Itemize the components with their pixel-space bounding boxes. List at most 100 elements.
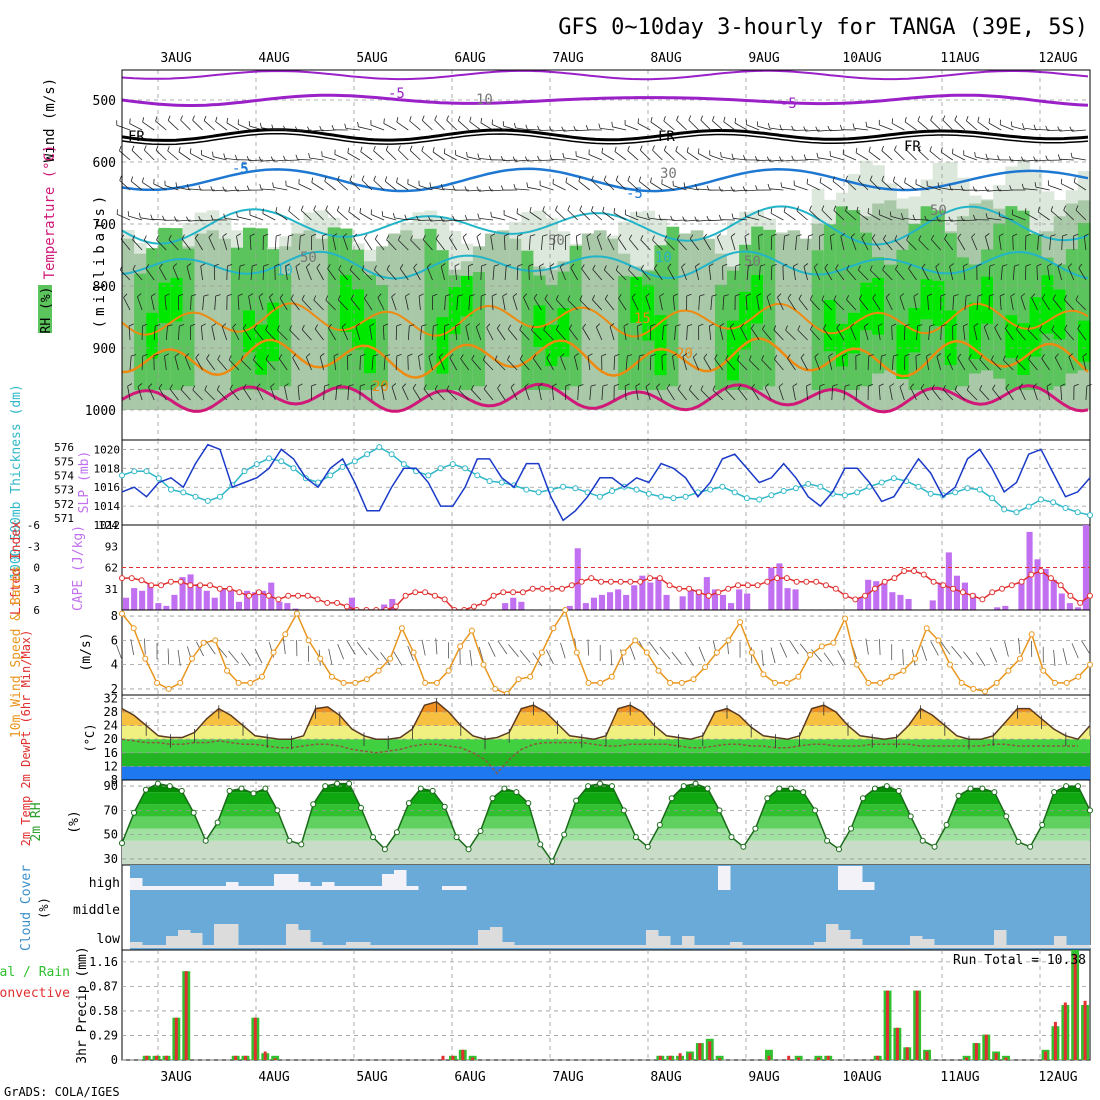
wind-barb-flag bbox=[155, 145, 159, 151]
wind-barb bbox=[944, 238, 954, 251]
precip-convective-bar bbox=[273, 1058, 277, 1060]
wind-barb bbox=[653, 268, 663, 281]
wind-barb bbox=[904, 121, 917, 131]
low-cloud-bar bbox=[334, 945, 347, 948]
wind-barb-flag bbox=[381, 383, 387, 387]
precip-convective-bar bbox=[263, 1051, 267, 1060]
wind-barb-flag bbox=[174, 353, 180, 357]
wind-barb bbox=[407, 355, 409, 371]
wind-barb-flag bbox=[994, 323, 999, 328]
wind-barb bbox=[904, 355, 906, 371]
day-label-top: 3AUG bbox=[160, 51, 191, 66]
wind-barb-flag bbox=[240, 355, 244, 361]
high-cloud-bar bbox=[454, 886, 467, 890]
wind-barb-flag bbox=[468, 263, 474, 267]
wind-barb-flag bbox=[1054, 353, 1059, 358]
wind-barb bbox=[586, 236, 591, 251]
rh2m-point bbox=[477, 828, 484, 834]
wind-barb-flag bbox=[948, 216, 952, 222]
slp-panel-frame bbox=[121, 439, 1091, 526]
thickness-point bbox=[878, 479, 885, 486]
wind-barb bbox=[240, 359, 252, 371]
wind-barb-flag bbox=[221, 323, 227, 328]
wind-barb-flag bbox=[324, 176, 327, 182]
wind-barb-flag bbox=[647, 213, 649, 219]
precip-convective-bar bbox=[174, 1017, 178, 1060]
wind-barb-flag bbox=[490, 233, 496, 237]
wind10-barb bbox=[469, 649, 473, 666]
wind-barb bbox=[823, 328, 833, 341]
low-cloud-bar bbox=[250, 945, 263, 948]
cape-bar bbox=[857, 597, 864, 610]
wind-barb-flag bbox=[725, 385, 729, 390]
wind-barb-flag bbox=[306, 353, 311, 358]
wind10-barb bbox=[1081, 640, 1091, 655]
wind-speed-point bbox=[433, 679, 440, 686]
wind10-barb bbox=[823, 652, 834, 667]
wind-speed-point bbox=[865, 679, 872, 686]
wind-barb-flag bbox=[833, 295, 837, 301]
lifted-index-point bbox=[744, 582, 751, 589]
contour-label: -5 bbox=[780, 96, 797, 112]
wind-barb bbox=[288, 210, 300, 221]
rh2m-point bbox=[871, 785, 878, 792]
wind-barb-flag bbox=[565, 177, 568, 183]
wind-barb bbox=[930, 120, 941, 131]
lifted-index-point bbox=[314, 596, 321, 603]
wind-barb-flag bbox=[168, 234, 172, 240]
wind-barb bbox=[486, 327, 494, 341]
pressure-tick-label: 800 bbox=[93, 280, 116, 295]
wind-barb bbox=[1005, 387, 1014, 401]
wind-barb bbox=[962, 326, 966, 341]
rh2m-point bbox=[895, 787, 902, 794]
wind-barb bbox=[991, 359, 1002, 371]
wind-barb bbox=[703, 237, 712, 251]
high-cloud-bar bbox=[154, 886, 167, 890]
wind-barb-flag bbox=[480, 117, 483, 123]
rh-bright-band bbox=[642, 284, 655, 341]
wind-barb-flag bbox=[500, 156, 504, 161]
wind-barb bbox=[774, 359, 784, 371]
day-label-top: 12AUG bbox=[1038, 51, 1077, 66]
wind-barb bbox=[878, 385, 881, 401]
wind-barb-flag bbox=[464, 186, 468, 192]
wind-barb-flag bbox=[913, 293, 919, 297]
rh2m-point bbox=[202, 837, 209, 844]
wind-barb bbox=[148, 387, 155, 401]
wind-speed-point bbox=[538, 649, 545, 656]
wind-barb-flag bbox=[361, 265, 365, 271]
wind-barb bbox=[338, 299, 349, 311]
wind-barb-flag bbox=[336, 205, 340, 211]
wind-barb-flag bbox=[502, 293, 508, 297]
wind-barb-flag bbox=[150, 214, 153, 220]
precip-convective-bar bbox=[965, 1057, 968, 1060]
wind-barb bbox=[434, 389, 445, 401]
wind-barb-flag bbox=[226, 293, 232, 297]
cape-bar bbox=[389, 599, 396, 610]
wind-barb-flag bbox=[1068, 353, 1073, 358]
wind-barb-flag bbox=[979, 385, 983, 390]
wind-barb-flag bbox=[295, 154, 298, 160]
wind-speed-point bbox=[702, 664, 709, 671]
low-cloud-bar bbox=[166, 936, 179, 948]
lifted-index-point bbox=[1087, 592, 1093, 599]
wind-barb bbox=[615, 179, 627, 191]
rh-mid-band bbox=[509, 238, 522, 410]
wind-barb-flag bbox=[528, 263, 534, 267]
wind-barb bbox=[214, 295, 217, 311]
wind-barb-flag bbox=[561, 126, 565, 132]
wind-barb-flag bbox=[248, 293, 254, 297]
rh-bright-band bbox=[932, 280, 946, 326]
wind-barb bbox=[877, 326, 881, 341]
wind-barb-flag bbox=[460, 354, 464, 359]
wind-speed-point bbox=[900, 667, 907, 674]
rh-bright-band bbox=[860, 282, 873, 331]
precip-tick-label: 0.58 bbox=[89, 1004, 118, 1018]
pressure-tick-label: 700 bbox=[93, 218, 116, 233]
cape-bar bbox=[244, 590, 251, 610]
wind-barb-flag bbox=[360, 354, 366, 357]
wind-barb-flag bbox=[614, 383, 620, 387]
wind-barb bbox=[667, 267, 675, 281]
wind-barb-flag bbox=[868, 146, 871, 152]
wind-barb-flag bbox=[904, 354, 910, 357]
